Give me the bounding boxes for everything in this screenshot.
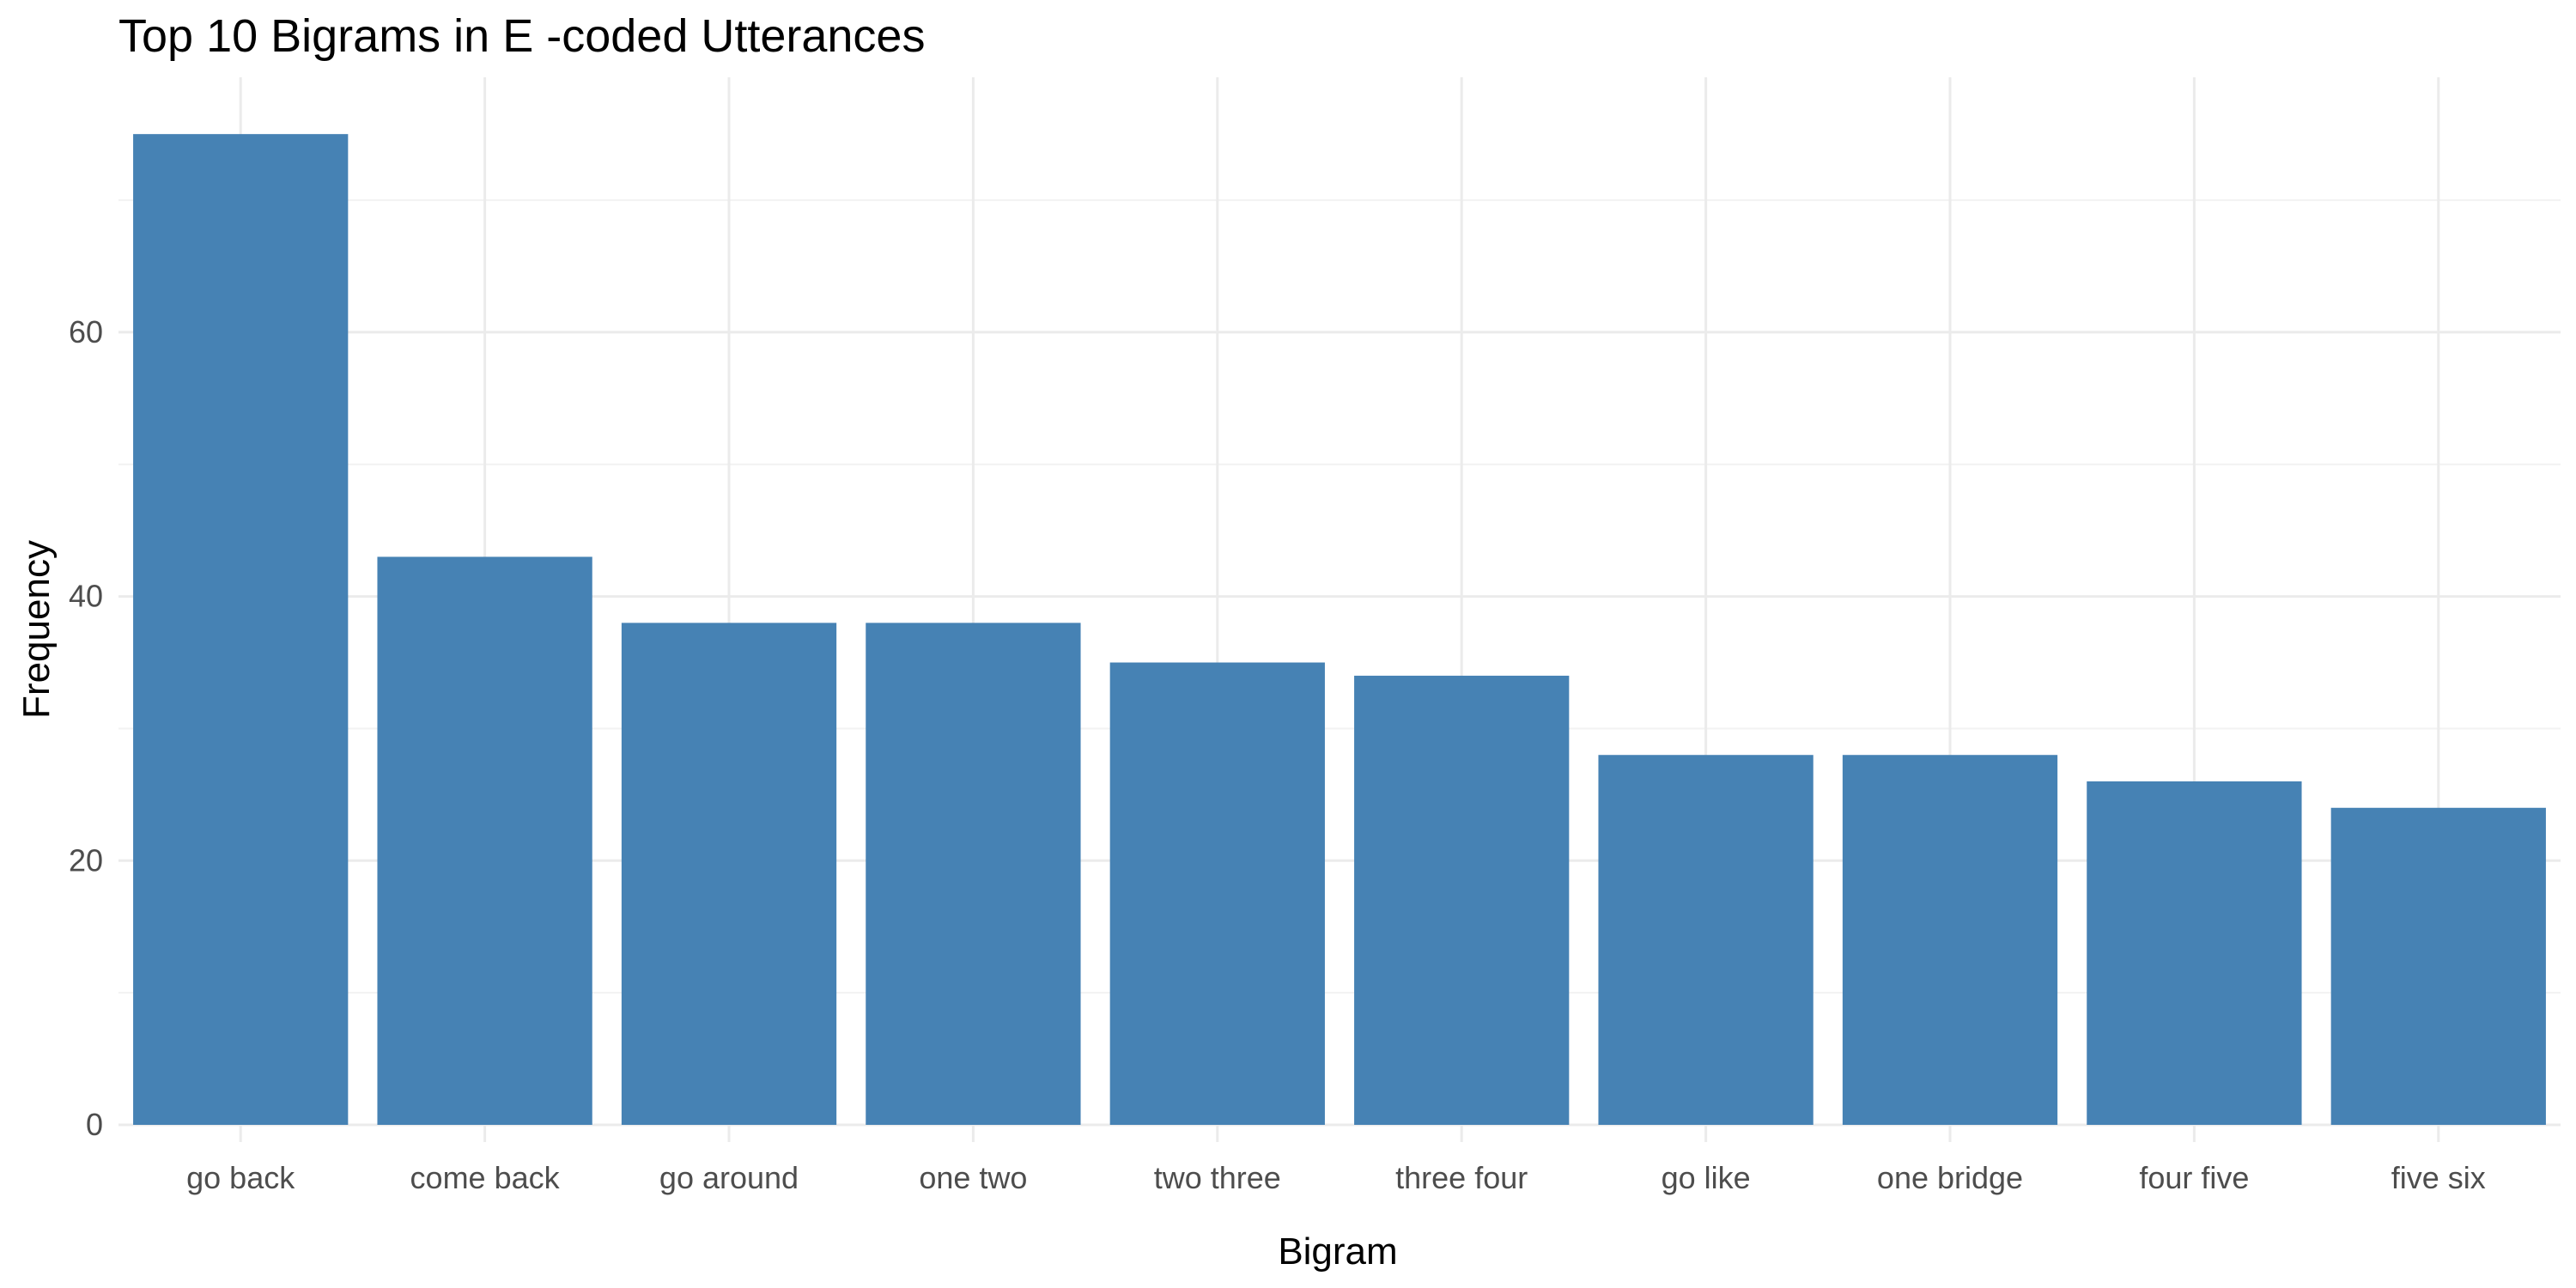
- bars: [133, 134, 2546, 1126]
- y-axis: 0 20 40 60: [69, 314, 103, 1142]
- x-tick-label: go like: [1662, 1160, 1751, 1195]
- x-tick-label: go around: [659, 1160, 799, 1195]
- bar: [377, 556, 592, 1125]
- bar: [1354, 675, 1570, 1125]
- bar: [1598, 755, 1814, 1125]
- x-tick-label: come back: [410, 1160, 561, 1195]
- bar: [1109, 662, 1325, 1125]
- y-tick-label: 0: [86, 1107, 103, 1142]
- x-tick-label: one two: [919, 1160, 1027, 1195]
- bar: [133, 134, 349, 1126]
- bar: [866, 623, 1081, 1125]
- bar: [2087, 781, 2302, 1125]
- y-tick-label: 40: [69, 579, 103, 614]
- chart-title: Top 10 Bigrams in E -coded Utterances: [118, 10, 925, 62]
- x-axis: go back come back go around one two two thre…: [186, 1160, 2486, 1195]
- y-tick-label: 60: [69, 314, 103, 349]
- x-tick-label: two three: [1154, 1160, 1281, 1195]
- x-tick-label: one bridge: [1877, 1160, 2023, 1195]
- x-tick-label: five six: [2391, 1160, 2486, 1195]
- x-tick-label: four five: [2139, 1160, 2249, 1195]
- bar: [1842, 755, 2058, 1125]
- bar: [621, 623, 837, 1125]
- x-tick-label: go back: [186, 1160, 295, 1195]
- y-tick-label: 20: [69, 842, 103, 878]
- y-axis-title: Frequency: [15, 540, 58, 719]
- x-axis-title: Bigram: [1278, 1230, 1397, 1273]
- bar: [2330, 807, 2546, 1125]
- x-tick-label: three four: [1395, 1160, 1528, 1195]
